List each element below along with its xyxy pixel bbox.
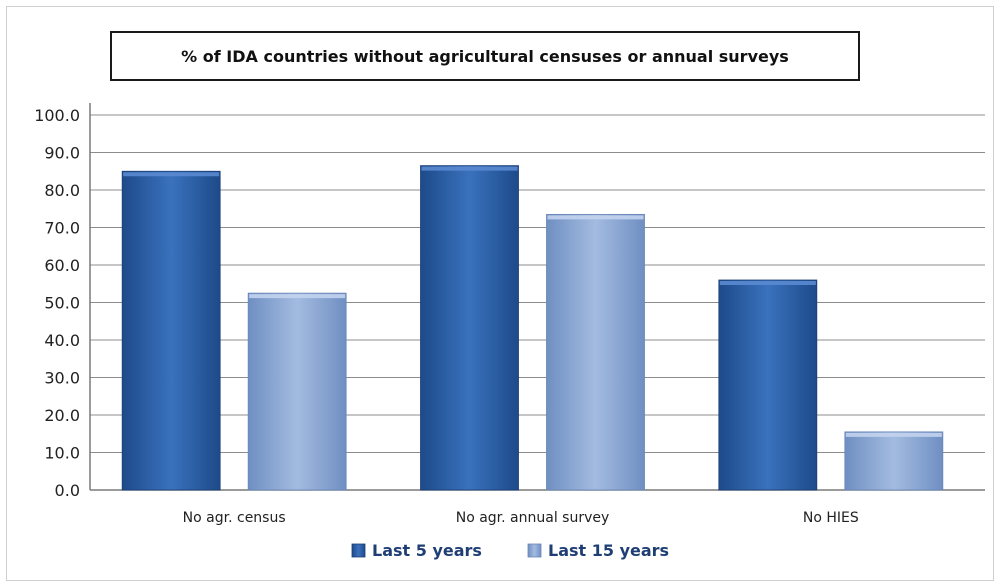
- x-category-label: No agr. annual survey: [456, 510, 610, 526]
- legend-label: Last 15 years: [548, 541, 669, 560]
- legend-swatch-last-15-years: [527, 543, 542, 558]
- bar-last-15-years: [546, 213, 645, 491]
- y-tick-label: 30.0: [44, 369, 80, 388]
- bar-last-5-years: [718, 279, 818, 491]
- y-tick-label: 0.0: [55, 481, 80, 500]
- y-tick-label: 80.0: [44, 181, 80, 200]
- chart-title: % of IDA countries without agricultural …: [181, 46, 789, 66]
- y-tick-label: 40.0: [44, 331, 80, 350]
- bar-highlight: [845, 432, 942, 437]
- x-category-label: No agr. census: [183, 510, 286, 526]
- y-tick-label: 10.0: [44, 444, 80, 463]
- bar-highlight: [249, 294, 346, 299]
- x-category-label: No HIES: [803, 510, 859, 526]
- bar-highlight: [123, 172, 220, 177]
- chart-title-box: % of IDA countries without agricultural …: [110, 31, 860, 81]
- y-tick-label: 20.0: [44, 406, 80, 425]
- bar-highlight: [421, 166, 518, 171]
- y-tick-label: 60.0: [44, 256, 80, 275]
- bar-last-15-years: [247, 292, 347, 491]
- legend-swatch-last-5-years: [351, 543, 366, 558]
- y-tick-label: 100.0: [34, 106, 80, 125]
- legend-label: Last 5 years: [372, 541, 482, 560]
- bar-highlight: [547, 215, 644, 220]
- y-tick-label: 90.0: [44, 144, 80, 163]
- bar-last-5-years: [420, 165, 519, 491]
- bar-last-15-years: [844, 431, 944, 491]
- y-tick-label: 70.0: [44, 219, 80, 238]
- bar-last-5-years: [121, 170, 221, 491]
- y-tick-label: 50.0: [44, 294, 80, 313]
- bar-highlight: [719, 281, 816, 285]
